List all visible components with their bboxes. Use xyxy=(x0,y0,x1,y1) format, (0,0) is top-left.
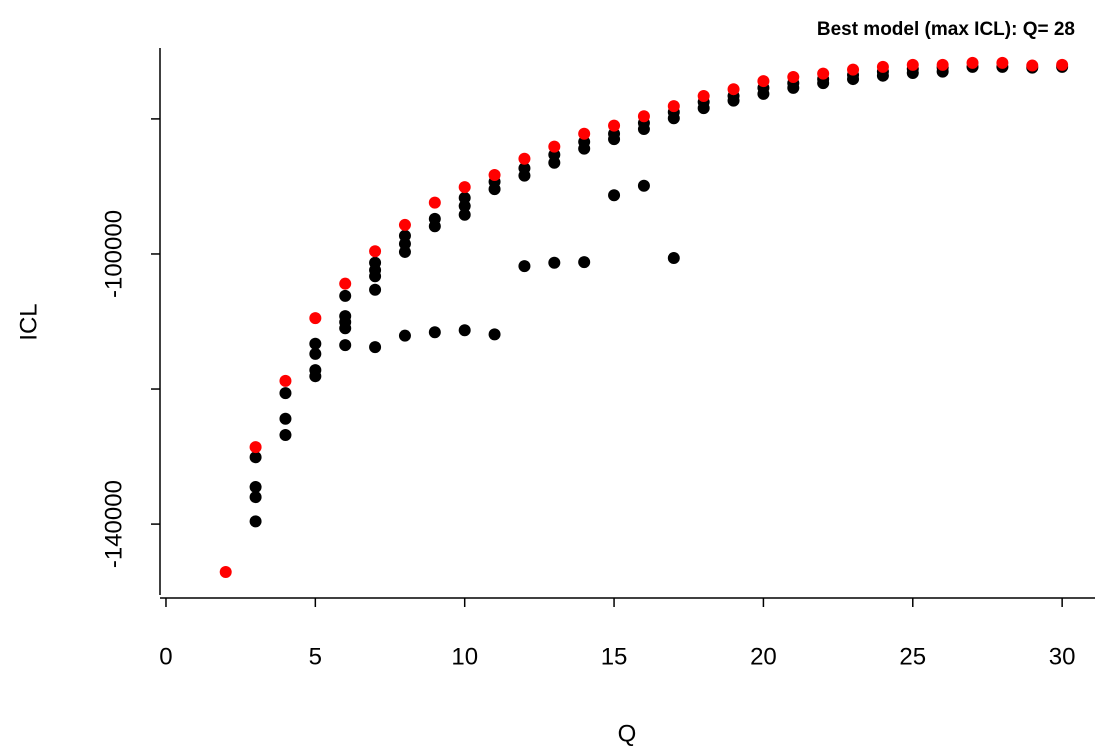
point xyxy=(339,289,352,302)
point xyxy=(787,71,800,84)
point xyxy=(219,566,232,579)
y-axis-label: ICL xyxy=(15,303,42,340)
point xyxy=(667,100,680,113)
point xyxy=(249,480,262,493)
point xyxy=(339,339,352,352)
point xyxy=(817,77,830,90)
point xyxy=(369,341,382,354)
point xyxy=(488,328,501,341)
point xyxy=(309,337,322,350)
point xyxy=(608,119,621,132)
point xyxy=(906,58,919,71)
point xyxy=(249,515,262,528)
point xyxy=(458,324,471,337)
point xyxy=(578,256,591,269)
point xyxy=(608,133,621,146)
x-tick-label: 20 xyxy=(750,643,777,670)
point xyxy=(1056,58,1069,71)
point xyxy=(249,441,262,454)
y-tick-label: -100000 xyxy=(100,210,127,298)
x-tick-label: 5 xyxy=(309,643,322,670)
point xyxy=(936,58,949,71)
point xyxy=(428,326,441,339)
point xyxy=(548,140,561,153)
point xyxy=(787,81,800,94)
point xyxy=(817,67,830,80)
point xyxy=(488,168,501,181)
point xyxy=(847,63,860,76)
point xyxy=(727,83,740,96)
point xyxy=(279,412,292,425)
point xyxy=(309,370,322,383)
point xyxy=(996,56,1009,69)
point xyxy=(339,277,352,290)
point xyxy=(279,374,292,387)
point xyxy=(757,75,770,88)
point xyxy=(518,152,531,165)
point xyxy=(757,87,770,100)
point xyxy=(339,322,352,335)
chart-title: Best model (max ICL): Q= 28 xyxy=(817,19,1075,40)
point xyxy=(428,220,441,233)
point xyxy=(548,256,561,269)
point xyxy=(398,245,411,258)
point xyxy=(637,123,650,136)
point xyxy=(697,89,710,102)
point xyxy=(697,102,710,115)
point xyxy=(518,260,531,273)
point xyxy=(727,94,740,107)
x-axis-label: Q xyxy=(618,720,637,747)
point xyxy=(398,329,411,342)
x-tick-label: 30 xyxy=(1049,643,1076,670)
point xyxy=(309,347,322,360)
point xyxy=(458,208,471,221)
point xyxy=(369,245,382,258)
point xyxy=(876,69,889,82)
point xyxy=(369,270,382,283)
x-tick-label: 15 xyxy=(601,643,628,670)
point xyxy=(876,60,889,73)
point xyxy=(1026,59,1039,72)
point xyxy=(847,73,860,86)
x-tick-label: 25 xyxy=(899,643,926,670)
point xyxy=(279,428,292,441)
x-tick-label: 10 xyxy=(451,643,478,670)
point xyxy=(458,181,471,194)
point xyxy=(637,179,650,192)
point xyxy=(279,387,292,400)
point xyxy=(667,252,680,265)
point xyxy=(428,196,441,209)
point xyxy=(608,189,621,202)
point xyxy=(369,283,382,296)
point xyxy=(548,156,561,169)
point xyxy=(249,451,262,464)
point xyxy=(578,142,591,155)
point xyxy=(309,312,322,325)
y-tick-label: -140000 xyxy=(100,480,127,568)
point xyxy=(398,218,411,231)
point xyxy=(667,112,680,125)
point xyxy=(518,169,531,182)
point xyxy=(578,127,591,140)
point xyxy=(488,183,501,196)
x-tick-label: 0 xyxy=(159,643,172,670)
point xyxy=(966,56,979,69)
point xyxy=(249,491,262,504)
point xyxy=(637,110,650,123)
point xyxy=(458,200,471,213)
